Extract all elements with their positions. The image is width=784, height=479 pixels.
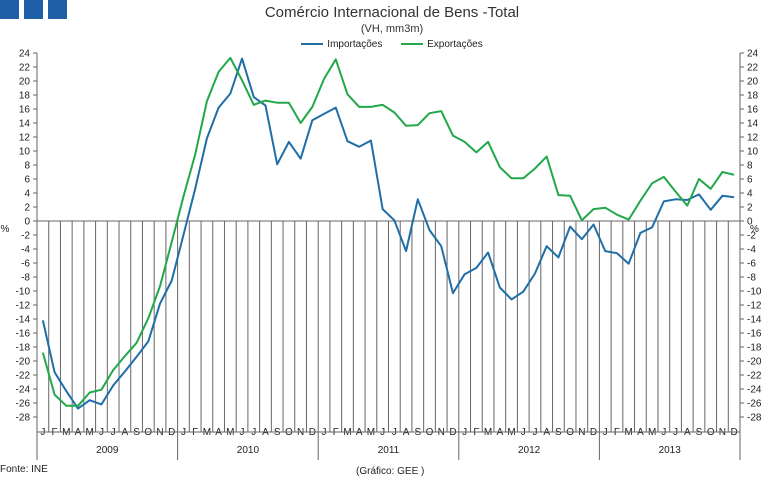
y-tick-label-right: 4 [747,189,753,200]
x-year-label: 2010 [237,445,260,456]
y-tick-label-right: 6 [747,175,753,186]
y-tick-label-left: -12 [16,301,31,312]
y-tick-label-right: -8 [747,273,756,284]
legend-swatch-importacoes [301,43,324,46]
y-tick-label-right: -6 [747,259,756,270]
y-tick-label-left: -18 [16,343,31,354]
y-tick-label-left: 20 [19,77,31,88]
y-tick-label-left: 0 [24,217,30,228]
y-tick-label-left: 2 [24,203,30,214]
y-tick-label-left: -28 [16,413,31,424]
y-tick-label-right: 16 [747,105,759,116]
chart-credit: (Gráfico: GEE ) [356,466,425,477]
legend-item-importacoes: Importações [301,39,382,50]
x-year-label: 2012 [518,445,541,456]
y-tick-label-right: -28 [747,413,762,424]
chart-title: Comércio Internacional de Bens -Total [264,4,520,21]
y-tick-label-right: -18 [747,343,762,354]
logo-square-2 [24,0,43,19]
y-tick-label-right: 14 [747,119,759,130]
y-tick-label-right: -22 [747,371,762,382]
logo-square-1 [0,0,19,19]
y-tick-label-left: -8 [21,273,30,284]
y-tick-label-left: 14 [19,119,31,130]
legend-item-exportacoes: Exportações [401,39,483,50]
y-tick-label-right: -26 [747,399,762,410]
y-tick-label-left: -24 [16,385,31,396]
y-tick-label-left: -22 [16,371,31,382]
y-tick-label-left: -4 [21,245,30,256]
legend-label-exportacoes: Exportações [427,39,483,50]
chart-subtitle: (VH, mm3m) [360,23,424,35]
logo-square-3 [48,0,67,19]
y-tick-label-right: 24 [747,49,759,60]
x-year-label: 2011 [378,445,400,456]
y-tick-label-right: 20 [747,77,759,88]
y-tick-label-right: -4 [747,245,756,256]
y-tick-label-right: -20 [747,357,762,368]
y-tick-label-left: 18 [19,91,31,102]
y-tick-label-left: 6 [24,175,30,186]
legend-swatch-exportacoes [401,43,424,46]
y-tick-label-right: 18 [747,91,759,102]
y-tick-label-right: 12 [747,133,759,144]
x-year-label: 2013 [659,445,682,456]
y-tick-label-right: 8 [747,161,753,172]
legend-label-importacoes: Importações [327,39,383,50]
y-tick-label-right: -2 [747,231,756,242]
y-tick-label-right: -10 [747,287,762,298]
y-tick-label-left: -20 [16,357,31,368]
y-tick-label-right: -24 [747,385,762,396]
y-tick-label-right: -16 [747,329,762,340]
x-year-label: 2009 [96,445,119,456]
series-line-exportacoes [41,56,735,407]
series-line-importacoes [41,57,735,410]
y-tick-label-left: 10 [19,147,31,158]
y-tick-label-left: -26 [16,399,31,410]
y-axis-title-left: % [1,224,10,235]
y-tick-label-left: -14 [16,315,31,326]
legend: Importações Exportações [0,39,784,50]
y-tick-label-right: 0 [747,217,753,228]
y-tick-label-left: 22 [19,63,31,74]
y-tick-label-right: -14 [747,315,762,326]
source-note: Fonte: INE [0,464,48,475]
y-tick-label-left: 8 [24,161,30,172]
y-tick-label-right: 22 [747,63,759,74]
y-tick-label-left: -10 [16,287,31,298]
y-tick-label-right: -12 [747,301,762,312]
y-tick-label-right: 2 [747,203,753,214]
y-tick-label-left: 24 [19,49,31,60]
y-tick-label-left: -16 [16,329,31,340]
y-tick-label-left: -2 [21,231,30,242]
y-tick-label-right: 10 [747,147,759,158]
y-axis-title-right: % [750,224,759,235]
y-tick-label-left: 16 [19,105,31,116]
y-tick-label-left: 4 [24,189,30,200]
y-tick-label-left: -6 [21,259,30,270]
y-tick-label-left: 12 [19,133,31,144]
